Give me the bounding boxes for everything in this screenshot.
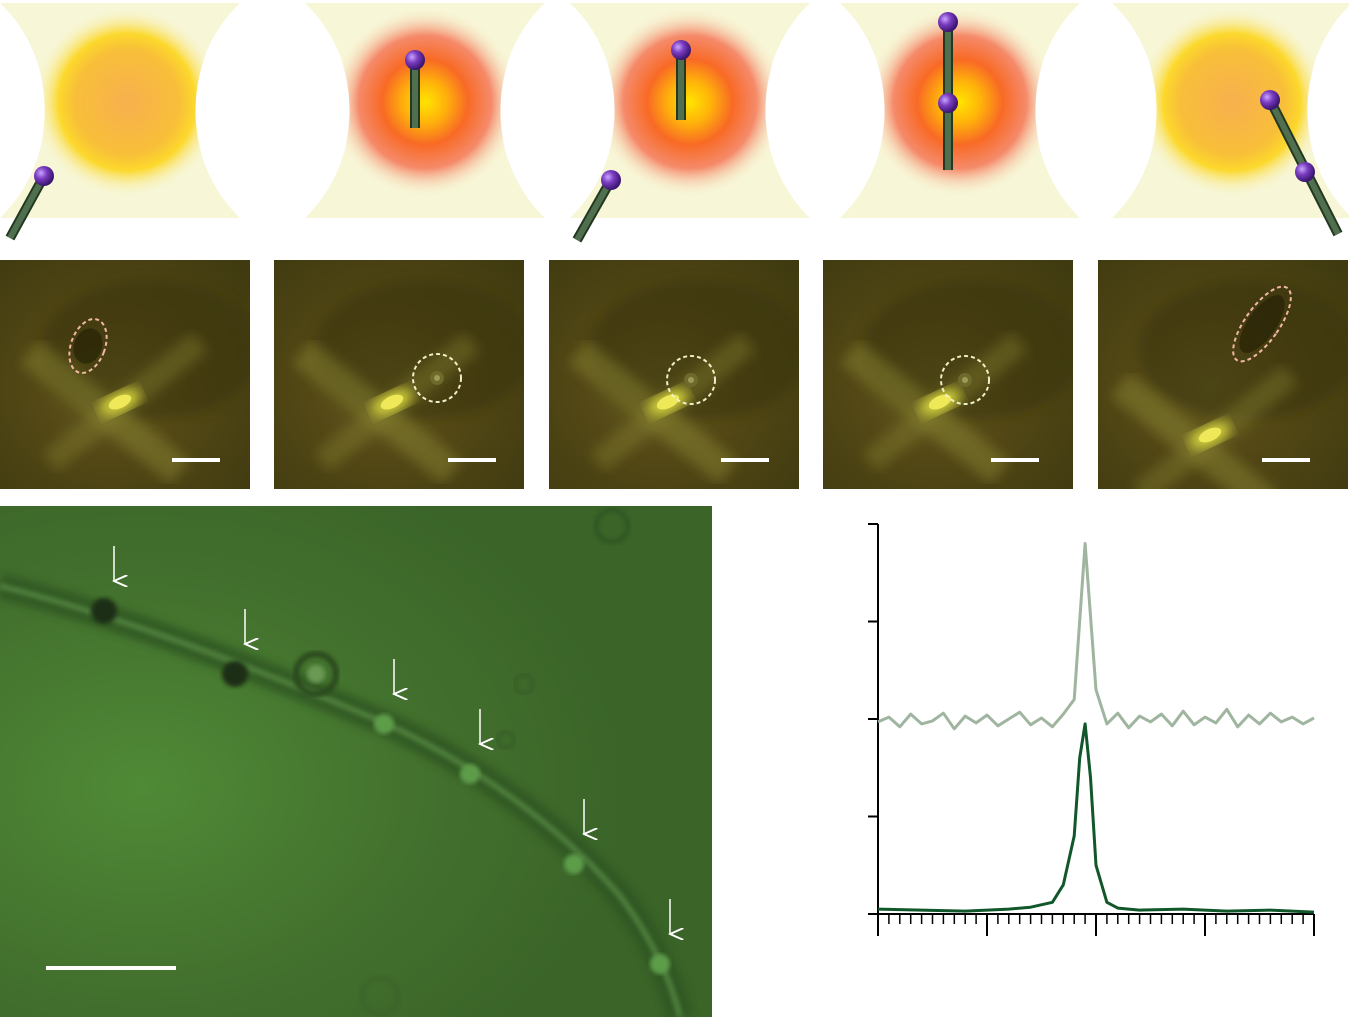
particle-rod: [1239, 295, 1285, 353]
trapped-particle: [91, 598, 117, 624]
trap-schematic-row: [0, 3, 1349, 243]
nanosphere: [1260, 90, 1280, 110]
nanosphere: [671, 40, 691, 60]
nanorod-highlight: [7, 174, 47, 240]
schematic-panel-3: [568, 3, 812, 243]
laser-focus-core: [380, 394, 404, 410]
right-wall: [1307, 8, 1349, 213]
micrograph-1: [0, 260, 250, 489]
trap-spot: [330, 7, 520, 197]
micrograph-2: [274, 260, 524, 489]
trap-spot: [595, 7, 785, 197]
left-wall: [568, 3, 615, 218]
right-wall: [765, 3, 812, 218]
micrograph-4: [823, 260, 1073, 489]
right-wall: [195, 3, 242, 218]
trapped-particle: [222, 661, 248, 687]
laser-focus-core: [1198, 427, 1222, 443]
schematic-panel-1: [0, 3, 242, 241]
nanosphere: [601, 170, 621, 190]
trapped-particle: [564, 854, 584, 874]
left-wall: [1110, 3, 1157, 218]
nanorod-highlight: [574, 178, 614, 242]
particle-spot-core: [688, 377, 694, 383]
laser-focus-core: [656, 394, 680, 410]
micrograph-5: [1098, 260, 1348, 489]
trapped-particle: [650, 954, 670, 974]
trapped-particle: [374, 714, 394, 734]
left-wall: [0, 5, 45, 216]
intensity-profile-chart: [868, 523, 1315, 936]
trap-spot: [1137, 7, 1327, 197]
particle-marker-circle: [412, 353, 462, 403]
series-line-dark: [877, 722, 1315, 914]
nanosphere: [938, 93, 958, 113]
right-wall: [500, 3, 547, 218]
nanosphere: [938, 12, 958, 32]
schematic-panel-4: [838, 3, 1082, 218]
right-wall: [1035, 3, 1082, 218]
particle-marker-ellipse: [68, 318, 108, 374]
particle-marker-ellipse: [1232, 285, 1292, 363]
particle-marker-circle: [666, 355, 716, 405]
nanosphere: [405, 50, 425, 70]
micrograph-3: [549, 260, 799, 489]
nanosphere: [34, 166, 54, 186]
bright-field-image: [0, 506, 712, 1017]
schematic-panel-5: [1110, 3, 1349, 237]
left-wall: [303, 3, 350, 218]
series-line-light: [877, 542, 1315, 731]
trapped-particle: [460, 764, 480, 784]
particle-marker-circle: [940, 355, 990, 405]
particle-spot-core: [962, 377, 968, 383]
schematic-panel-2: [303, 3, 547, 218]
laser-focus-core: [928, 394, 952, 410]
trap-spot: [32, 7, 222, 197]
nanosphere: [1295, 162, 1315, 182]
laser-focus-core: [108, 394, 132, 410]
trap-spot: [865, 7, 1055, 197]
left-wall: [838, 3, 885, 218]
particle-spot-core: [434, 375, 440, 381]
particle-rod: [73, 328, 103, 364]
